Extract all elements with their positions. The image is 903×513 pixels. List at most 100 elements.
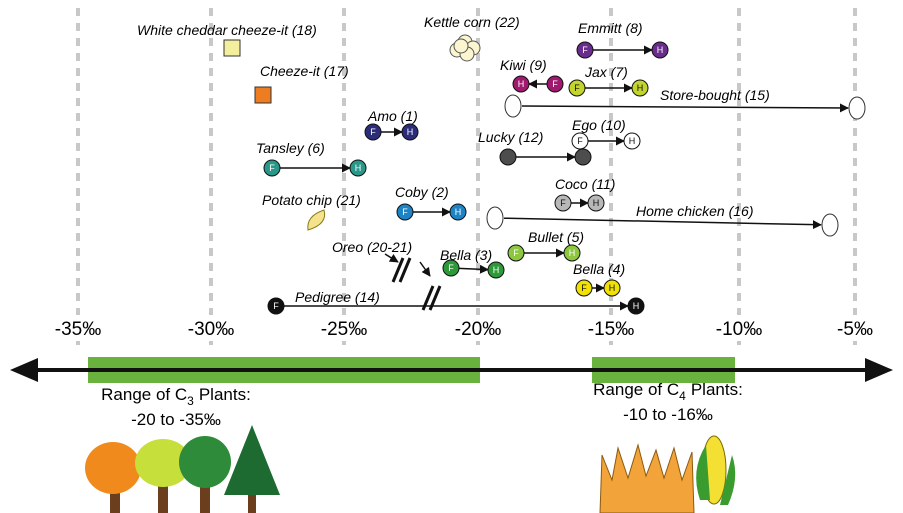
range-sub: 4 (679, 389, 686, 403)
sample-dot (364, 123, 382, 141)
range-prefix: Range of C (593, 380, 679, 399)
sample-letter: F (370, 127, 376, 137)
item-label: Kiwi (9) (500, 57, 547, 73)
trees (85, 425, 280, 513)
item-label: Bella (4) (573, 261, 625, 277)
item-label: Bella (3) (440, 247, 492, 263)
sample-letter: F (269, 163, 275, 173)
item-label: Oreo (20-21) (332, 239, 412, 255)
sample-letter: H (493, 265, 500, 275)
range-sub: 3 (187, 394, 194, 408)
tick-label: -5‰ (837, 319, 873, 340)
sample-letter: H (633, 301, 640, 311)
sample-letter: H (569, 248, 576, 258)
sample-letter: F (582, 45, 588, 55)
sample-dot (349, 159, 367, 177)
sample-dot (396, 203, 414, 221)
tick-bg (50, 315, 106, 341)
sample-dot (651, 41, 669, 59)
sample-letter: F (273, 301, 279, 311)
item-label: Coby (2) (395, 184, 449, 200)
tick-label: -25‰ (321, 319, 367, 340)
arrow (521, 103, 849, 113)
sample-letter: F (513, 248, 519, 258)
sample-letter: H (355, 163, 362, 173)
arrow (458, 264, 489, 274)
egg (821, 213, 839, 237)
sample-letter: H (518, 79, 525, 89)
item-label: Potato chip (21) (262, 192, 361, 208)
sample-dot (487, 261, 505, 279)
sample-letter: H (593, 198, 600, 208)
item-label: Amo (1) (367, 108, 418, 124)
tick-label: -35‰ (55, 319, 101, 340)
tick-label: -30‰ (188, 319, 234, 340)
oreo-mark (398, 257, 412, 283)
egg (486, 206, 504, 230)
sample-dot (575, 279, 593, 297)
tick-label: -20‰ (455, 319, 501, 340)
sample-letter: F (560, 198, 566, 208)
sample-letter: F (577, 136, 583, 146)
item-label: Bullet (5) (528, 229, 584, 245)
sample-dot (574, 148, 592, 166)
c4-plants (599, 435, 736, 513)
sample-letter: F (448, 263, 454, 273)
sample-letter: F (552, 79, 558, 89)
range-suffix: Plants: (199, 385, 251, 404)
range-title: Range of C3 Plants: (101, 385, 251, 408)
sample-letter: F (581, 283, 587, 293)
sample-dot (401, 123, 419, 141)
sample-letter: H (407, 127, 414, 137)
oreo-mark (391, 257, 405, 283)
range-span: -20 to -35‰ (131, 410, 221, 429)
tick-bg (316, 315, 372, 341)
sample-dot (627, 297, 645, 315)
sample-dot (563, 244, 581, 262)
item-label: White cheddar cheeze-it (18) (137, 22, 317, 38)
tick-bg (711, 315, 767, 341)
sample-dot (449, 203, 467, 221)
tick-label: -15‰ (588, 319, 634, 340)
sample-letter: H (637, 83, 644, 93)
sample-dot (603, 279, 621, 297)
sample-letter: H (629, 136, 636, 146)
sample-letter: F (402, 207, 408, 217)
sample-dot (568, 79, 586, 97)
range-suffix: Plants: (691, 380, 743, 399)
tick-bg (827, 315, 883, 341)
sample-dot (512, 75, 530, 93)
sample-dot (571, 132, 589, 150)
item-label: Jax (7) (584, 64, 628, 80)
item-label: Store-bought (15) (660, 87, 770, 103)
sample-letter: H (657, 45, 664, 55)
sample-dot (587, 194, 605, 212)
axis-arrow-left (10, 358, 38, 382)
arrow (503, 217, 822, 230)
popcorn (453, 38, 469, 54)
item-label: Coco (11) (555, 176, 615, 192)
range-prefix: Range of C (101, 385, 187, 404)
sample-dot (263, 159, 281, 177)
sample-dot (507, 244, 525, 262)
sample-dot (442, 259, 460, 277)
tick-label: -10‰ (716, 319, 762, 340)
sample-letter: H (609, 283, 616, 293)
item-label: Cheeze-it (17) (260, 63, 349, 79)
sample-letter: H (455, 207, 462, 217)
arrow (384, 253, 399, 263)
item-label: Lucky (12) (478, 129, 543, 145)
range-span: -10 to -16‰ (623, 405, 713, 424)
swatch (254, 86, 272, 104)
chip (307, 209, 326, 231)
sample-dot (554, 194, 572, 212)
swatch (223, 39, 241, 57)
item-label: Home chicken (16) (636, 203, 754, 219)
tick-bg (450, 315, 506, 341)
sample-dot (546, 75, 564, 93)
sample-dot (623, 132, 641, 150)
item-label: Pedigree (14) (295, 289, 380, 305)
item-label: Tansley (6) (256, 140, 325, 156)
egg (848, 96, 866, 120)
